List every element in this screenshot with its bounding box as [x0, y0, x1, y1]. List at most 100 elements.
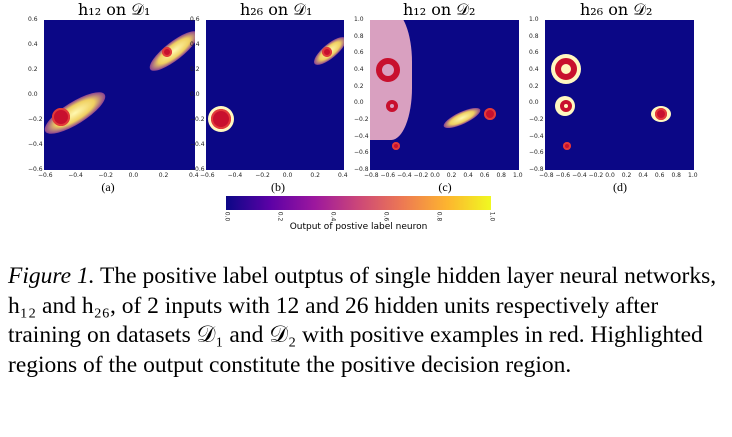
- y-tick-label: 0.6: [529, 49, 539, 57]
- y-tick-label: 0.4: [190, 41, 200, 48]
- x-tick-label: −0.8: [539, 172, 554, 179]
- y-tick-label: −0.2: [190, 116, 205, 123]
- colorbar-tick-label: 0.4: [329, 211, 337, 222]
- x-tick-label: 0.4: [638, 172, 648, 179]
- colorbar: [226, 196, 491, 210]
- colorbar-tick-label: 0.0: [223, 211, 231, 222]
- panel-d-plot: [545, 20, 694, 170]
- colorbar-tick-label: 0.2: [276, 211, 284, 222]
- x-tick-label: 0.6: [654, 172, 665, 179]
- y-tick-label: 0.0: [190, 91, 200, 98]
- x-tick-label: −0.6: [200, 172, 215, 179]
- x-tick-label: −0.6: [555, 172, 571, 179]
- x-tick-label: −0.2: [98, 172, 113, 179]
- x-tick-label: 1.0: [688, 172, 698, 179]
- x-tick-label: −0.6: [380, 172, 396, 179]
- y-tick-label: −0.6: [529, 149, 544, 157]
- x-tick-label: 0.0: [605, 172, 615, 179]
- y-tick-label: 0.8: [354, 32, 364, 40]
- positive-cluster: [563, 142, 571, 150]
- y-tick-label: −0.2: [28, 116, 43, 123]
- y-tick-label: −0.8: [354, 166, 369, 173]
- colorbar-tick-label: 0.6: [382, 211, 390, 222]
- x-tick-label: 0.0: [430, 172, 440, 179]
- panel-a-plot: [44, 20, 195, 170]
- positive-cluster: [392, 142, 400, 150]
- y-tick-label: 0.4: [529, 66, 539, 73]
- y-tick-label: 0.6: [190, 16, 200, 23]
- colorbar-tick-label: 1.0: [488, 211, 496, 222]
- x-tick-label: −0.6: [38, 172, 53, 179]
- y-tick-label: 1.0: [354, 16, 364, 23]
- y-tick-label: −0.2: [529, 116, 544, 123]
- panel-d-title: h₂₆ on 𝒟₂: [580, 0, 653, 19]
- y-tick-label: 0.8: [529, 32, 539, 40]
- panel-c-label: (c): [438, 180, 452, 194]
- y-tick-label: −0.8: [529, 166, 544, 173]
- caption-text: The positive label outptus of single hid…: [8, 263, 717, 378]
- y-tick-label: −0.4: [354, 132, 369, 140]
- positive-cluster: [655, 108, 667, 120]
- positive-cluster: [52, 108, 70, 126]
- y-tick-label: −0.6: [190, 166, 205, 173]
- positive-ring: [386, 100, 398, 112]
- figure-caption: Figure 1. The positive label outptus of …: [8, 262, 726, 380]
- positive-ring: [555, 58, 577, 80]
- x-tick-label: −0.4: [397, 172, 412, 179]
- x-tick-label: 0.2: [310, 172, 320, 179]
- x-tick-label: 1.0: [513, 172, 523, 179]
- x-tick-label: 0.2: [621, 172, 632, 179]
- panel-b-plot: [206, 20, 344, 170]
- panel-b-title: h₂₆ on 𝒟₁: [240, 0, 313, 19]
- x-tick-label: −0.4: [68, 172, 83, 179]
- y-tick-label: 0.2: [28, 66, 38, 73]
- y-tick-label: 0.6: [28, 16, 38, 23]
- y-tick-label: 0.6: [354, 49, 364, 57]
- x-tick-label: 0.2: [158, 172, 169, 179]
- positive-cluster: [162, 47, 172, 57]
- y-tick-label: −0.4: [28, 141, 43, 148]
- positive-cluster: [322, 47, 332, 57]
- y-tick-label: 0.2: [529, 82, 539, 90]
- panel-c-title: h₁₂ on 𝒟₂: [403, 0, 476, 19]
- y-tick-label: −0.6: [28, 166, 43, 173]
- y-tick-label: −0.2: [354, 116, 369, 123]
- panel-a-title: h₁₂ on 𝒟₁: [78, 0, 151, 19]
- x-tick-label: −0.4: [572, 172, 587, 179]
- y-tick-label: 0.0: [28, 91, 38, 98]
- y-tick-label: 0.4: [28, 41, 38, 48]
- y-tick-label: 0.0: [529, 99, 539, 107]
- x-tick-label: 0.8: [496, 172, 506, 179]
- y-tick-label: 0.0: [354, 99, 364, 107]
- x-tick-label: −0.2: [588, 172, 604, 179]
- x-tick-label: 0.2: [446, 172, 457, 179]
- colorbar-label: Output of postive label neuron: [289, 222, 428, 232]
- positive-cluster: [484, 108, 496, 120]
- y-tick-label: 0.4: [354, 66, 364, 73]
- panel-a-label: (a): [101, 180, 115, 194]
- x-tick-label: −0.8: [364, 172, 379, 179]
- positive-ring: [560, 100, 572, 112]
- y-tick-label: −0.4: [190, 141, 205, 148]
- x-tick-label: −0.2: [413, 172, 429, 179]
- panel-d-label: (d): [613, 180, 627, 194]
- caption-lead: Figure 1.: [8, 263, 95, 289]
- x-tick-label: 0.4: [338, 172, 348, 179]
- x-tick-label: −0.4: [227, 172, 243, 179]
- x-tick-label: 0.6: [479, 172, 490, 179]
- x-tick-label: −0.2: [255, 172, 270, 179]
- y-tick-label: −0.4: [529, 132, 544, 140]
- positive-cluster: [211, 109, 231, 129]
- y-tick-label: −0.6: [354, 149, 369, 157]
- y-tick-label: 1.0: [529, 16, 539, 23]
- positive-ring: [376, 58, 400, 82]
- y-tick-label: 0.2: [354, 82, 364, 90]
- panel-b-label: (b): [271, 180, 285, 194]
- x-tick-label: 0.8: [671, 172, 681, 179]
- x-tick-label: 0.0: [282, 172, 293, 179]
- colorbar-tick-label: 0.8: [435, 211, 443, 222]
- y-tick-label: 0.2: [190, 66, 200, 73]
- x-tick-label: 0.0: [128, 172, 139, 179]
- panel-c-plot: [370, 20, 519, 170]
- x-tick-label: 0.4: [463, 172, 473, 179]
